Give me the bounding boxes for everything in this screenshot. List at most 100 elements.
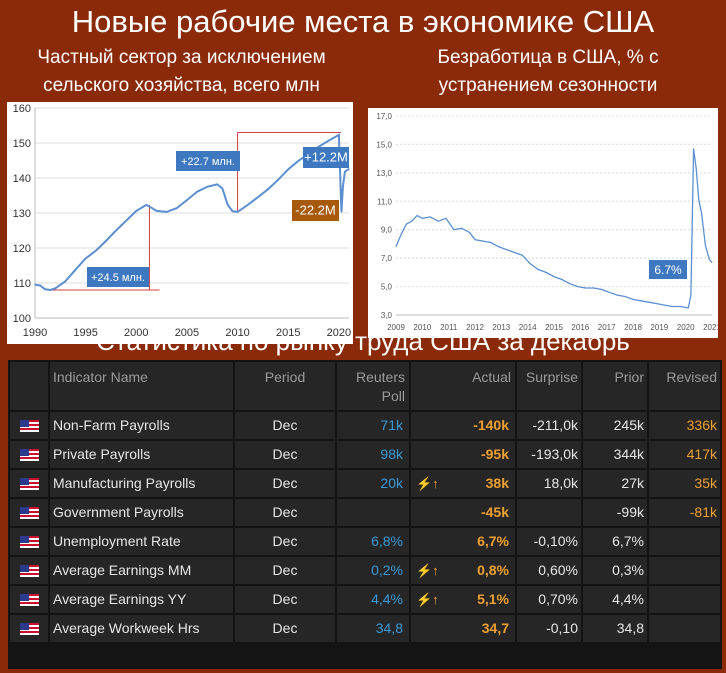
table-row[interactable]: Non-Farm Payrolls Dec 71k -140k -211,0k 245k 3…	[8, 412, 722, 441]
surprise-cell	[517, 499, 581, 526]
x-tick-label: 2005	[175, 327, 199, 339]
table-row[interactable]: Government Payrolls Dec -45k -99k -81k	[8, 499, 722, 528]
lightning-up-arrow-icon: ⚡↑	[416, 476, 439, 491]
table-row[interactable]: Average Earnings YY Dec 4,4% ⚡↑ 5,1% 0,70% 4,4…	[8, 586, 722, 615]
data-point	[585, 287, 587, 289]
header-poll-line2: Poll	[381, 388, 405, 404]
poll-cell: 98k	[337, 441, 409, 468]
header-prior[interactable]: Prior	[583, 362, 647, 410]
period-cell: Dec	[235, 412, 335, 439]
left-caption-line1: Частный сектор за исключением	[37, 47, 326, 68]
prior-cell: 6,7%	[583, 528, 647, 555]
data-point	[155, 210, 158, 212]
y-tick-label: 15,0	[376, 140, 392, 149]
lightning-up-arrow-icon: ⚡↑	[416, 563, 439, 578]
data-point	[44, 288, 46, 290]
section-title: Статистика по рынку труда США за декабрь	[96, 326, 630, 356]
data-point	[521, 254, 523, 256]
right-caption-line1: Безработица в США, % с	[437, 47, 659, 68]
poll-value: 98k	[380, 446, 403, 462]
surprise-cell: -193,0k	[517, 441, 581, 468]
flag-cell	[10, 499, 48, 526]
y-tick-label: 140	[13, 173, 31, 185]
header-poll[interactable]: Reuters Poll	[337, 362, 409, 410]
data-point	[226, 203, 229, 205]
data-point	[672, 305, 673, 307]
data-point	[166, 211, 168, 213]
data-point	[340, 211, 343, 213]
data-point	[344, 171, 346, 173]
indicator-cell: Government Payrolls	[50, 499, 233, 526]
table-row[interactable]: Average Workweek Hrs Dec 34,8 34,7 -0,10 34,8	[8, 615, 722, 644]
actual-value: 0,8%	[477, 562, 509, 578]
data-point	[115, 229, 117, 232]
revised-cell: -81k	[649, 499, 720, 526]
data-point	[236, 211, 239, 213]
header-poll-line1: Reuters	[355, 369, 405, 385]
revised-cell	[649, 557, 720, 584]
data-point	[593, 287, 594, 289]
x-tick-label: 2020	[327, 327, 351, 339]
y-tick-label: 110	[13, 278, 31, 290]
indicator-cell: Private Payrolls	[50, 441, 233, 468]
header-revised[interactable]: Revised	[649, 362, 720, 410]
us-flag-icon	[20, 478, 39, 490]
data-point	[711, 261, 713, 263]
right-caption-line2: устранением сезонности	[438, 75, 658, 96]
data-point	[186, 199, 188, 201]
actual-cell: -140k	[411, 412, 515, 439]
table-row[interactable]: Manufacturing Payrolls Dec 20k ⚡↑ 38k 18,0k 27…	[8, 470, 722, 499]
data-point	[490, 242, 492, 244]
data-point	[640, 300, 642, 302]
x-tick-label: 2019	[650, 323, 668, 332]
data-point	[231, 210, 234, 212]
surprise-cell: 18,0k	[517, 470, 581, 497]
header-actual[interactable]: Actual	[411, 362, 515, 410]
data-point	[74, 269, 77, 271]
data-point	[216, 183, 218, 185]
poll-value: 20k	[380, 475, 403, 491]
x-tick-label: 2013	[492, 323, 510, 332]
poll-value: 4,4%	[371, 591, 403, 607]
left-caption-line2: сельского хозяйства, всего млн	[43, 75, 320, 96]
indicator-cell: Average Earnings MM	[50, 557, 233, 584]
header-period[interactable]: Period	[235, 362, 335, 410]
data-point	[698, 199, 700, 201]
data-point	[700, 212, 702, 214]
header-surprise[interactable]: Surprise	[517, 362, 581, 410]
y-tick-label: 9,0	[381, 226, 393, 235]
flag-cell	[10, 586, 48, 613]
actual-cell: ⚡↑ 5,1%	[411, 586, 515, 613]
y-tick-label: 150	[13, 138, 31, 150]
us-flag-icon	[20, 420, 39, 432]
revised-cell	[649, 615, 720, 642]
flag-cell	[10, 528, 48, 555]
poll-value: 71k	[380, 417, 403, 433]
period-cell: Dec	[235, 586, 335, 613]
table-row[interactable]: Average Earnings MM Dec 0,2% ⚡↑ 0,8% 0,60% 0,3…	[8, 557, 722, 586]
data-point	[338, 134, 340, 136]
data-point	[400, 233, 402, 235]
annotation-label: 6.7%	[654, 263, 682, 277]
poll-cell: 20k	[337, 470, 409, 497]
data-point	[206, 186, 208, 188]
x-tick-label: 2000	[124, 327, 148, 339]
series-line	[395, 148, 713, 309]
period-cell: Dec	[235, 499, 335, 526]
poll-cell: 6,8%	[337, 528, 409, 555]
data-point	[39, 284, 41, 287]
x-tick-label: 2015	[276, 327, 300, 339]
table-row[interactable]: Private Payrolls Dec 98k -95k -193,0k 344k 417…	[8, 441, 722, 470]
x-tick-label: 2010	[225, 327, 249, 339]
data-point	[95, 250, 97, 252]
surprise-cell: 0,70%	[517, 586, 581, 613]
x-tick-label: 2016	[571, 323, 589, 332]
annotation-box	[303, 147, 349, 168]
labor-stats-table: Indicator Name Period Reuters Poll Actua…	[8, 360, 722, 669]
header-indicator[interactable]: Indicator Name	[50, 362, 233, 410]
indicator-cell: Manufacturing Payrolls	[50, 470, 233, 497]
data-point	[624, 296, 626, 298]
flag-cell	[10, 441, 48, 468]
table-row[interactable]: Unemployment Rate Dec 6,8% 6,7% -0,10% 6,7%	[8, 528, 722, 557]
y-tick-label: 130	[13, 208, 31, 220]
